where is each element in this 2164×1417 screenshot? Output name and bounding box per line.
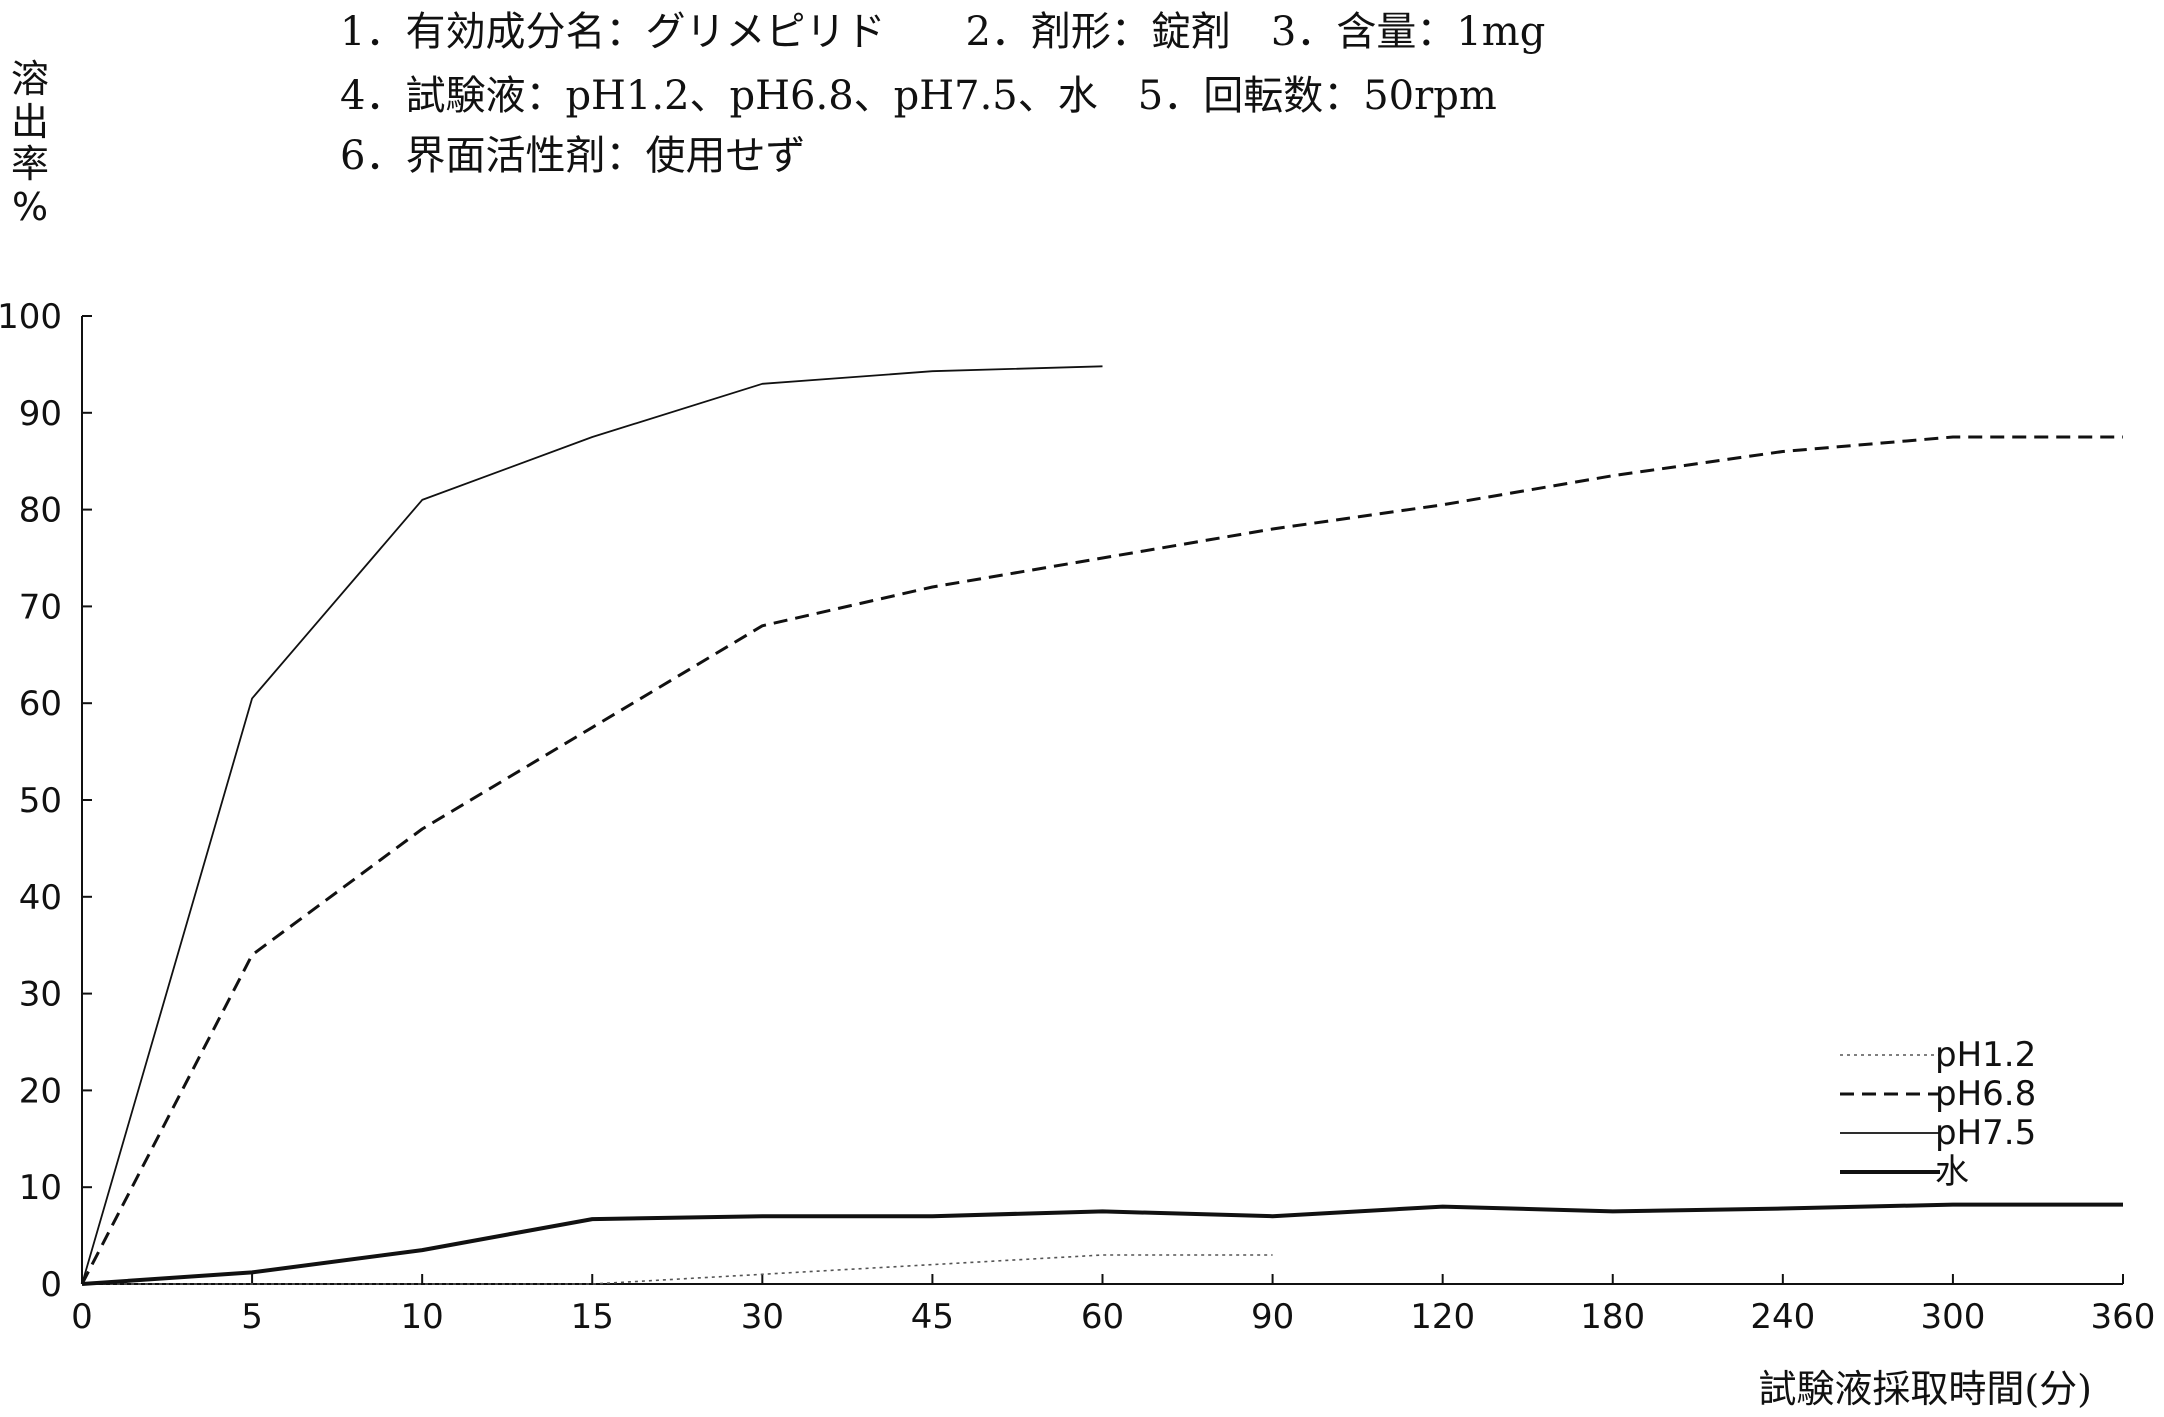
y-axis-label-char: 率 [10, 142, 49, 187]
x-tick-label: 15 [571, 1297, 614, 1337]
y-tick-label: 80 [19, 491, 62, 531]
y-tick-label: 90 [19, 394, 62, 434]
y-axis-label: 溶出率% [6, 58, 54, 228]
legend-label: pH6.8 [1935, 1074, 2036, 1114]
condition-line-1: 1．有効成分名：グリメピリド 2．剤形：錠剤 3．含量：1mg [340, 9, 1546, 55]
condition-line-2: 4．試験液：pH1.2、pH6.8、pH7.5、水 5．回転数：50rpm [340, 73, 1497, 119]
legend-label: 水 [1935, 1152, 1969, 1192]
condition-line-3: 6．界面活性剤：使用せず [340, 133, 806, 179]
y-axis-label-char: 溶 [10, 57, 49, 101]
x-tick-label: 240 [1750, 1297, 1815, 1337]
y-axis-label-char: 出 [10, 99, 49, 144]
x-tick-label: 0 [71, 1297, 93, 1337]
x-axis-label: 試験液採取時間(分) [1758, 1367, 2092, 1411]
y-tick-label: 10 [19, 1168, 62, 1208]
y-tick-label: 0 [40, 1265, 62, 1305]
chart-axes: 0 10 20 30 40 50 60 70 80 90 100 0 5 10 15 30 45 60 90 120 1… [0, 297, 2155, 1337]
y-tick-label: 30 [19, 975, 62, 1015]
legend-label: pH7.5 [1935, 1113, 2036, 1153]
x-tick-label: 10 [401, 1297, 444, 1337]
series-line-4 [81, 1202, 2123, 1286]
x-tick-label: 45 [911, 1297, 954, 1337]
x-tick-label: 60 [1081, 1297, 1124, 1337]
series-line-1 [82, 1254, 1273, 1285]
x-tick-label: 90 [1251, 1297, 1294, 1337]
y-tick-label: 50 [19, 781, 62, 821]
x-tick-label: 120 [1410, 1297, 1475, 1337]
y-tick-label: 100 [0, 297, 62, 337]
x-tick-label: 5 [241, 1297, 263, 1337]
x-tick-label: 180 [1580, 1297, 1645, 1337]
series-line-2 [80, 435, 2123, 1285]
y-tick-label: 40 [19, 878, 62, 918]
y-tick-label: 20 [19, 1071, 62, 1111]
series-line-3 [81, 365, 1103, 1285]
x-tick-label: 360 [2091, 1297, 2156, 1337]
legend-label: pH1.2 [1935, 1035, 2036, 1075]
y-axis-label-char: % [11, 184, 49, 229]
x-tick-label: 30 [741, 1297, 784, 1337]
y-tick-label: 70 [19, 587, 62, 627]
x-tick-label: 300 [1920, 1297, 1985, 1337]
series-layer [80, 365, 2123, 1286]
y-tick-label: 60 [19, 684, 62, 724]
